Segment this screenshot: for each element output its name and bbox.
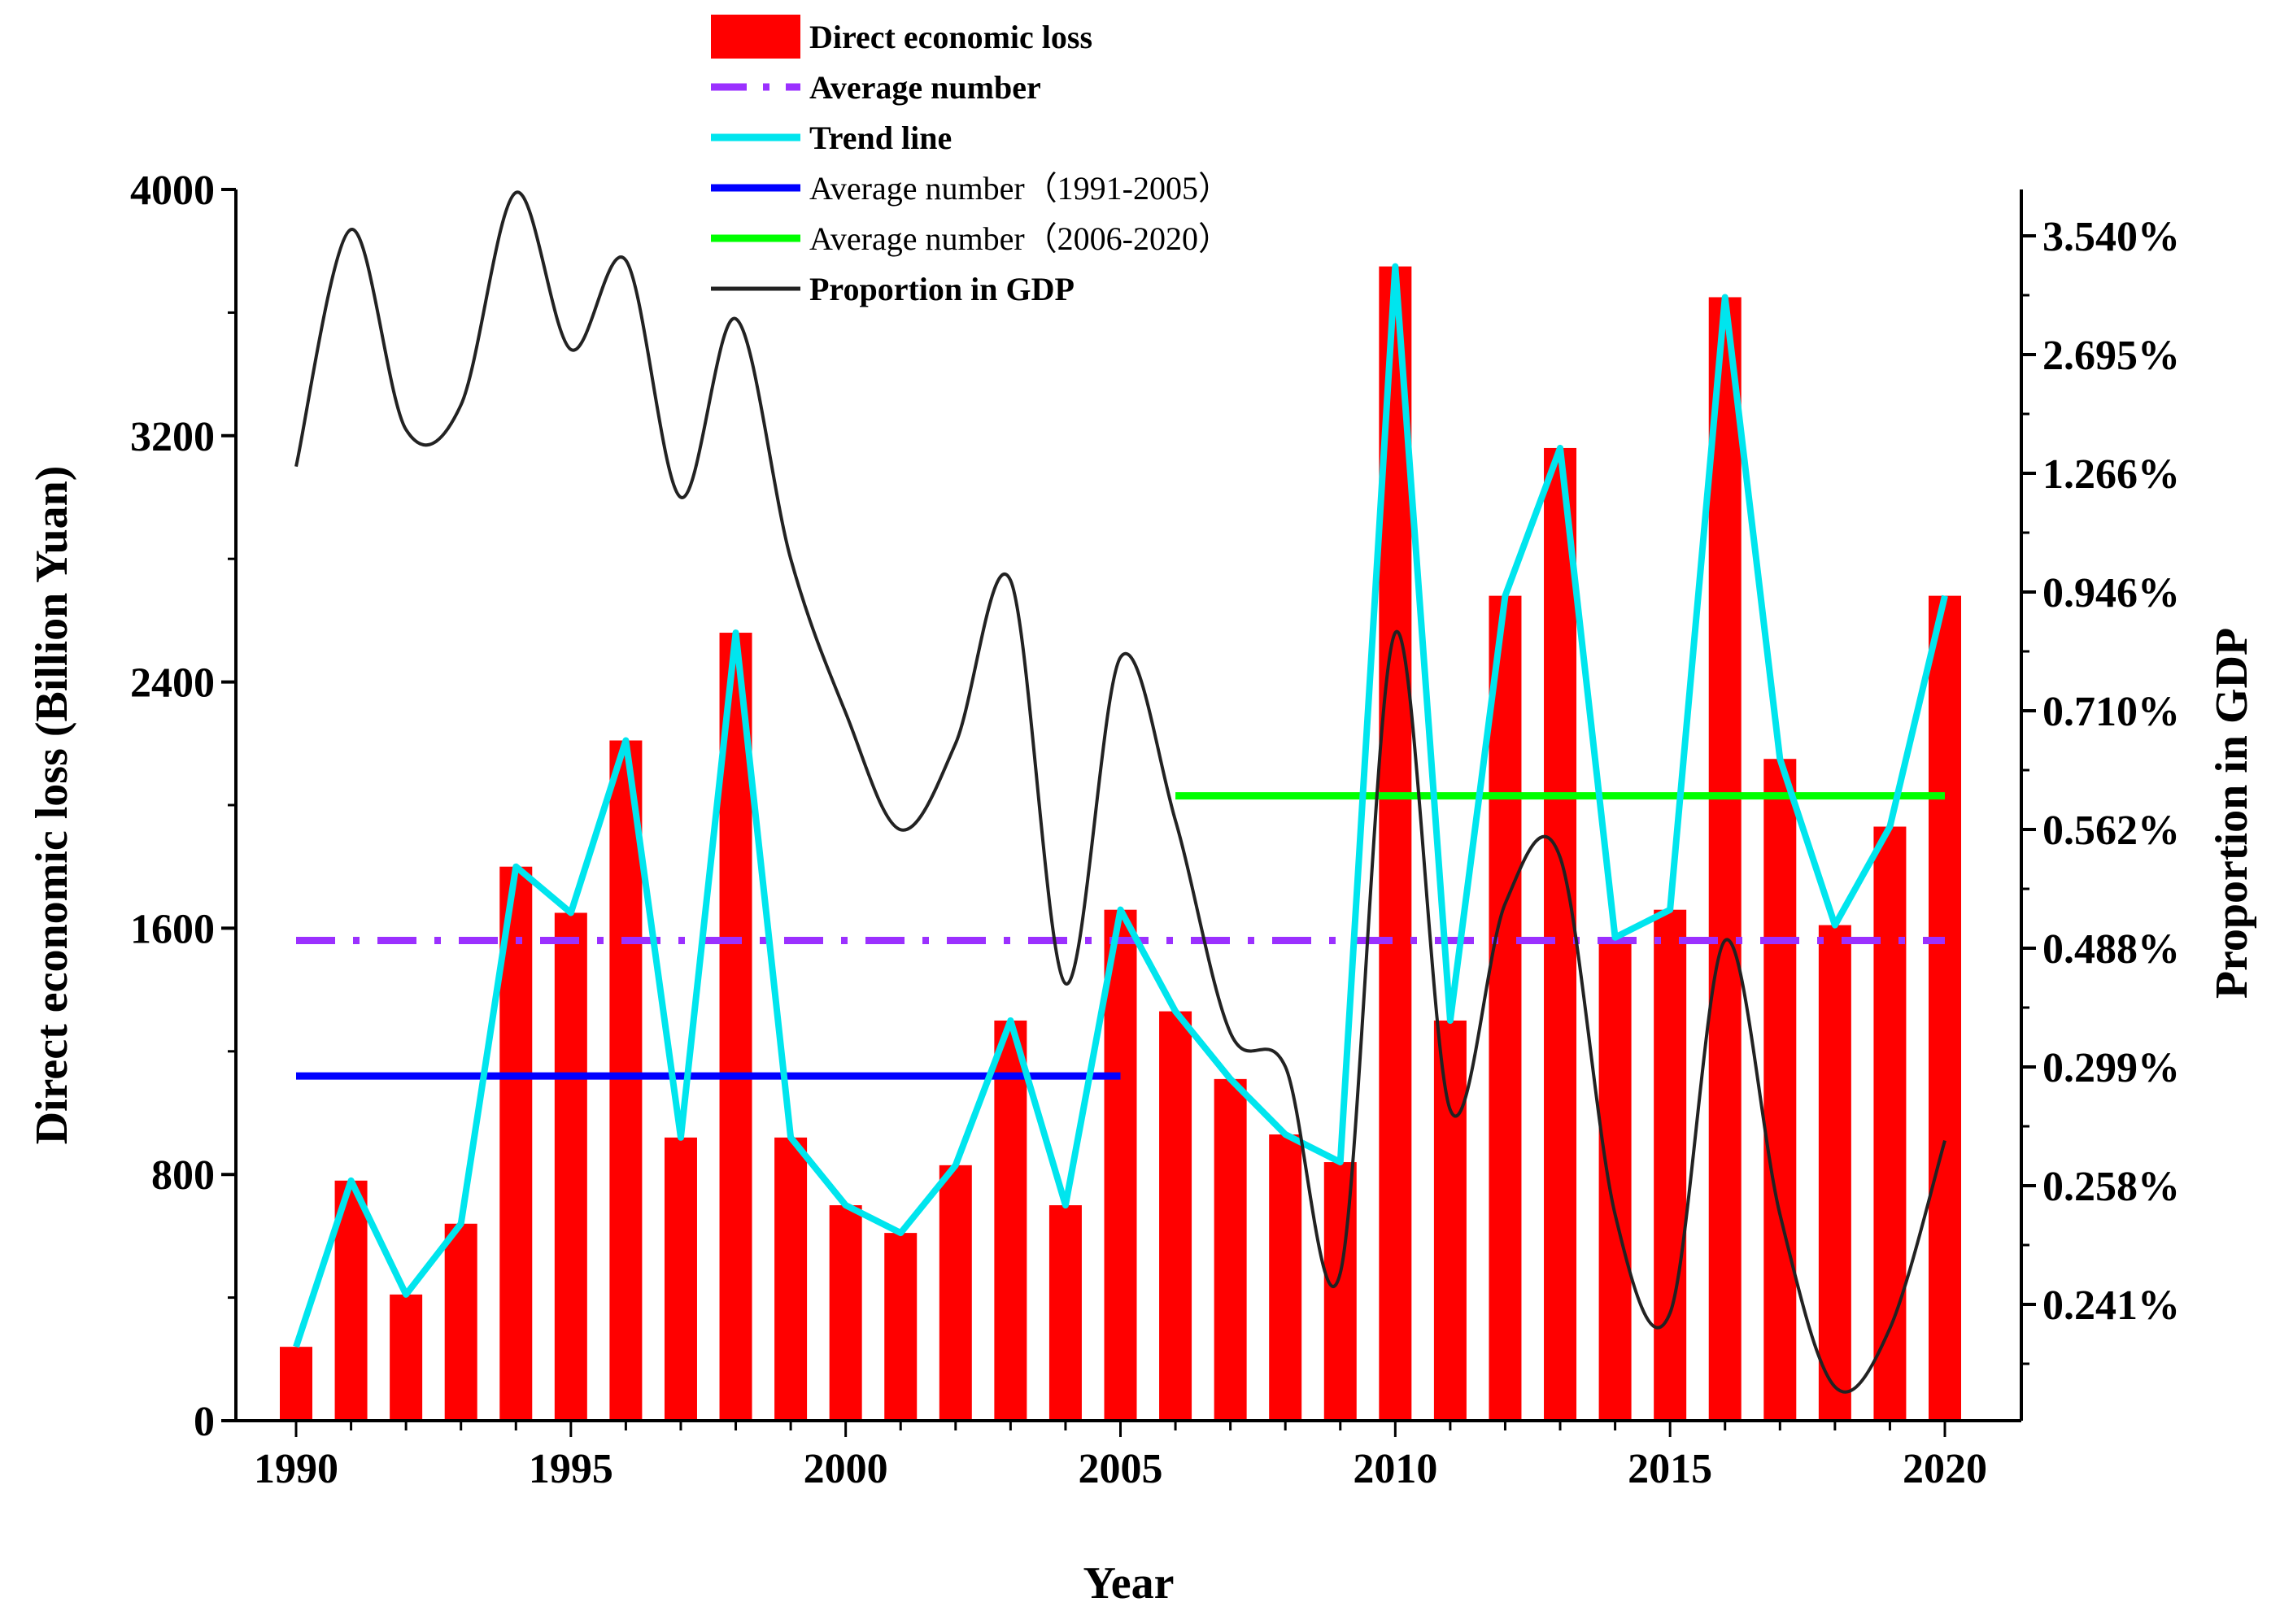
x-tick-label: 2000 — [804, 1446, 888, 1492]
bar-1990 — [280, 1347, 312, 1421]
y-tick-label: 4000 — [130, 168, 215, 214]
bar-2015 — [1654, 909, 1687, 1421]
bar-2004 — [1048, 1205, 1082, 1421]
y2-tick-label: 0.241% — [2042, 1282, 2180, 1329]
gdp-proportion-curve — [294, 190, 1946, 1394]
y2-axis-title: Proportion in GDP — [2207, 628, 2257, 999]
bar-2002 — [939, 1165, 972, 1421]
bar-1992 — [390, 1294, 423, 1421]
bar-2012 — [1489, 595, 1522, 1421]
x-tick-label: 2020 — [1903, 1446, 1987, 1492]
y2-tick-label: 0.710% — [2042, 689, 2180, 735]
bar-1995 — [554, 912, 587, 1421]
y-tick-label: 2400 — [130, 660, 215, 707]
bar-2016 — [1708, 297, 1742, 1422]
y2-tick-label: 3.540% — [2042, 214, 2180, 260]
x-tick-label: 2015 — [1628, 1446, 1712, 1492]
bar-2017 — [1763, 759, 1797, 1421]
bar-2001 — [884, 1233, 918, 1421]
bar-2014 — [1598, 937, 1632, 1421]
y-axis-title: Direct economic loss (Billion Yuan) — [27, 466, 77, 1145]
bar-1999 — [774, 1137, 808, 1421]
legend-label: Average number（1991-2005） — [809, 170, 1231, 207]
bar-2018 — [1818, 925, 1851, 1421]
x-tick-label: 1995 — [529, 1446, 613, 1492]
x-tick-label: 2010 — [1353, 1446, 1437, 1492]
bar-2009 — [1323, 1162, 1357, 1421]
x-tick-label: 1990 — [254, 1446, 338, 1492]
bar-1993 — [444, 1223, 477, 1421]
bar-2003 — [994, 1020, 1027, 1421]
axes-layer: 0 800 1600 2400 3200 4000 1990 1995 2000 2005 2010… — [130, 168, 2180, 1492]
y-tick-label: 1600 — [130, 906, 215, 952]
bar-2008 — [1269, 1134, 1302, 1421]
bar-1996 — [609, 740, 643, 1421]
bar-2007 — [1214, 1078, 1247, 1421]
y2-tick-label: 0.299% — [2042, 1045, 2180, 1091]
x-tick-label: 2005 — [1079, 1446, 1163, 1492]
y2-tick-label: 0.488% — [2042, 926, 2180, 973]
y-tick-label: 3200 — [130, 414, 215, 460]
trend-line — [293, 263, 1948, 1348]
bar-1997 — [664, 1137, 697, 1421]
y2-tick-label: 0.258% — [2042, 1164, 2180, 1210]
y-tick-label: 0 — [194, 1399, 215, 1445]
y2-tick-label: 1.266% — [2042, 451, 2180, 498]
bars-layer — [280, 266, 1961, 1422]
legend-label: Direct economic loss — [809, 19, 1092, 55]
bar-2006 — [1159, 1011, 1192, 1421]
y2-tick-label: 2.695% — [2042, 333, 2180, 379]
bar-2011 — [1433, 1020, 1467, 1421]
bar-2005 — [1104, 909, 1137, 1421]
legend: Direct economic loss Average number Trend … — [711, 15, 1231, 307]
y-tick-label: 800 — [151, 1152, 215, 1199]
legend-swatch-direct-economic-loss — [711, 15, 800, 59]
legend-label: Trend line — [809, 120, 952, 156]
bar-2020 — [1929, 595, 1961, 1421]
y2-tick-label: 0.562% — [2042, 808, 2180, 854]
bar-2013 — [1544, 447, 1577, 1422]
bar-1994 — [499, 866, 533, 1421]
bar-2000 — [829, 1205, 862, 1421]
lines-layer — [293, 190, 1948, 1394]
bar-1998 — [719, 633, 752, 1421]
legend-label: Average number — [809, 69, 1041, 106]
legend-label: Proportion in GDP — [809, 271, 1075, 307]
x-axis-title: Year — [1083, 1558, 1175, 1609]
y2-tick-label: 0.946% — [2042, 570, 2180, 616]
bar-2019 — [1873, 826, 1907, 1421]
legend-label: Average number（2006-2020） — [809, 220, 1231, 257]
